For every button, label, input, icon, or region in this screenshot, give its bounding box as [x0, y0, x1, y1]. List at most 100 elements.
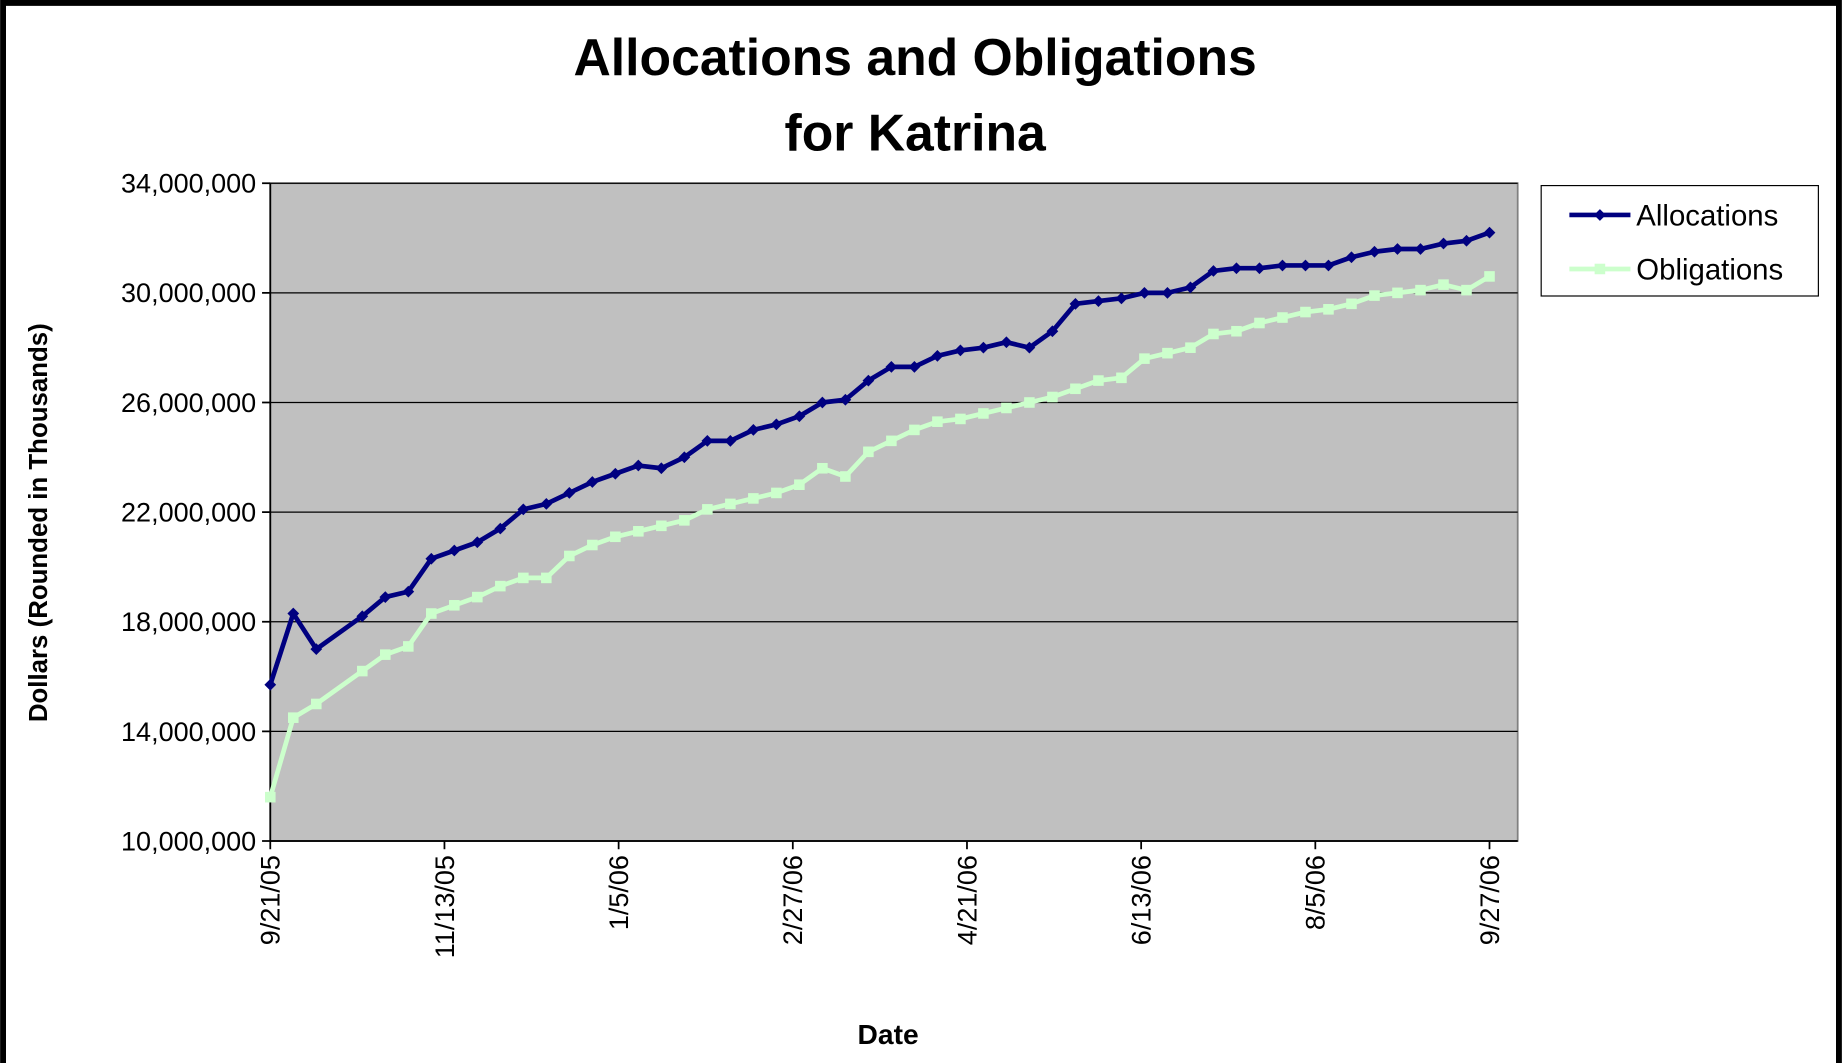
marker — [448, 544, 461, 557]
marker — [540, 498, 553, 510]
marker — [1484, 271, 1495, 282]
marker — [1070, 383, 1081, 395]
legend-label: Allocations — [1636, 200, 1778, 233]
marker — [1139, 353, 1150, 364]
marker — [287, 607, 300, 620]
marker — [1460, 234, 1473, 247]
marker — [1116, 372, 1127, 384]
marker — [840, 471, 851, 482]
y-tick-label: 22,000,000 — [121, 498, 256, 528]
x-tick-label: 9/21/05 — [256, 855, 286, 945]
marker — [1299, 259, 1312, 272]
marker — [1392, 287, 1403, 299]
marker — [1414, 243, 1427, 255]
marker — [1023, 341, 1036, 354]
marker — [449, 600, 460, 611]
marker — [655, 462, 668, 475]
marker — [380, 649, 391, 660]
marker — [1300, 306, 1311, 318]
marker — [678, 451, 691, 464]
marker — [517, 503, 530, 516]
marker — [356, 610, 369, 623]
marker — [1024, 397, 1035, 408]
marker — [1322, 259, 1335, 272]
marker — [1001, 402, 1012, 414]
marker — [1323, 304, 1334, 315]
marker — [702, 504, 713, 515]
legend-marker — [1594, 209, 1606, 221]
x-tick-label: 2/27/06 — [778, 855, 808, 945]
marker — [954, 344, 967, 357]
marker — [771, 487, 782, 499]
x-tick-label: 1/5/06 — [604, 855, 634, 930]
marker — [311, 698, 322, 710]
marker — [862, 374, 875, 387]
marker — [518, 572, 529, 584]
marker — [724, 434, 737, 447]
marker — [1069, 297, 1082, 310]
marker — [632, 459, 645, 472]
marker — [955, 413, 966, 425]
marker — [978, 408, 989, 419]
chart-title: Allocations and Obligations — [573, 28, 1256, 86]
y-tick-label: 18,000,000 — [121, 607, 256, 637]
marker — [908, 360, 921, 373]
marker — [472, 591, 483, 603]
marker — [1093, 375, 1104, 386]
marker — [1185, 342, 1196, 353]
marker — [1368, 245, 1381, 258]
marker — [1208, 328, 1219, 340]
marker — [886, 435, 897, 447]
x-tick-label: 9/27/06 — [1475, 855, 1505, 945]
marker — [1000, 336, 1013, 349]
x-tick-label: 8/5/06 — [1301, 855, 1331, 930]
marker — [931, 350, 944, 362]
marker — [402, 585, 415, 598]
marker — [541, 572, 552, 584]
y-tick-label: 30,000,000 — [121, 278, 256, 308]
marker — [816, 396, 829, 409]
marker — [1046, 325, 1059, 338]
x-axis-label: Date — [858, 1018, 919, 1050]
marker — [1415, 284, 1426, 296]
marker — [609, 467, 622, 480]
marker — [1483, 226, 1496, 239]
marker — [839, 393, 852, 406]
marker — [633, 526, 644, 537]
marker — [909, 424, 920, 436]
marker — [587, 539, 598, 551]
marker — [1047, 391, 1058, 403]
x-tick-label: 6/13/06 — [1127, 855, 1157, 945]
marker — [494, 522, 507, 535]
marker — [563, 487, 576, 499]
marker — [793, 410, 806, 423]
marker — [610, 531, 621, 543]
marker — [1231, 325, 1242, 337]
legend-box — [1540, 184, 1819, 297]
marker — [287, 712, 299, 723]
x-tick-label: 11/13/05 — [430, 855, 460, 958]
marker — [747, 424, 760, 436]
marker — [701, 434, 714, 447]
marker — [264, 791, 276, 803]
marker — [1254, 317, 1265, 329]
y-tick-label: 14,000,000 — [121, 717, 256, 747]
marker — [656, 520, 667, 532]
marker — [403, 641, 414, 652]
chart-title: for Katrina — [784, 103, 1047, 161]
marker — [1369, 290, 1380, 301]
marker — [977, 341, 990, 354]
marker — [426, 608, 437, 619]
marker — [495, 580, 506, 592]
marker — [1346, 298, 1357, 310]
marker — [817, 462, 828, 474]
marker — [1276, 259, 1289, 272]
marker — [1115, 292, 1128, 305]
y-tick-label: 10,000,000 — [121, 826, 256, 856]
marker — [863, 446, 874, 458]
x-tick-label: 4/21/06 — [952, 855, 982, 945]
marker — [794, 479, 805, 490]
marker — [1162, 347, 1173, 359]
marker — [885, 360, 898, 373]
